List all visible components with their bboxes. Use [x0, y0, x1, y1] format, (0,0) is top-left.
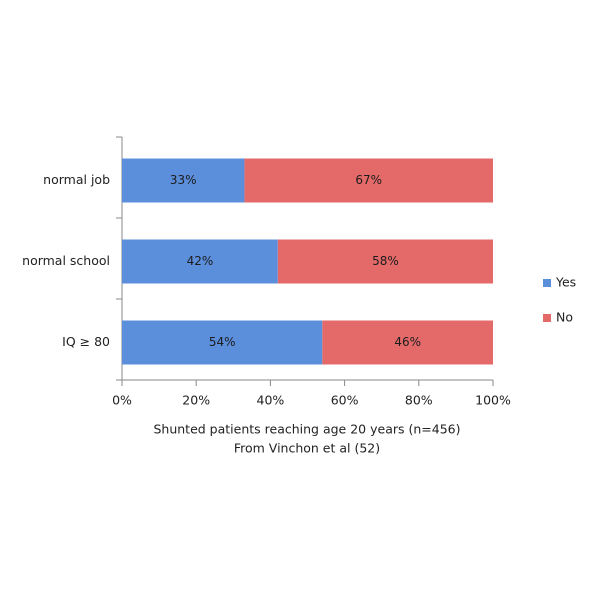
x-axis-title: Shunted patients reaching age 20 years (… [153, 422, 460, 437]
x-tick-label: 80% [405, 393, 433, 408]
legend-label: Yes [555, 275, 576, 290]
legend-swatch [543, 279, 551, 287]
value-label: 46% [394, 335, 421, 349]
bar-segment [277, 239, 493, 284]
value-label: 33% [170, 173, 197, 187]
x-tick-label: 20% [182, 393, 210, 408]
bar-segment [322, 320, 493, 365]
bar-segment [244, 158, 493, 203]
value-label: 42% [187, 254, 214, 268]
bar-segment [122, 239, 278, 284]
y-tick-label: normal school [22, 253, 110, 268]
value-label: 58% [372, 254, 399, 268]
x-tick-label: 100% [475, 393, 511, 408]
value-label: 54% [209, 335, 236, 349]
y-tick-label: IQ ≥ 80 [62, 334, 110, 349]
bar-segment [122, 158, 245, 203]
legend-swatch [543, 314, 551, 322]
x-tick-label: 60% [331, 393, 359, 408]
value-label: 67% [355, 173, 382, 187]
x-tick-label: 0% [112, 393, 132, 408]
legend-label: No [556, 310, 573, 325]
y-tick-label: normal job [43, 172, 110, 187]
bar-segment [122, 320, 323, 365]
x-axis-title: From Vinchon et al (52) [234, 441, 380, 456]
x-tick-label: 40% [257, 393, 285, 408]
